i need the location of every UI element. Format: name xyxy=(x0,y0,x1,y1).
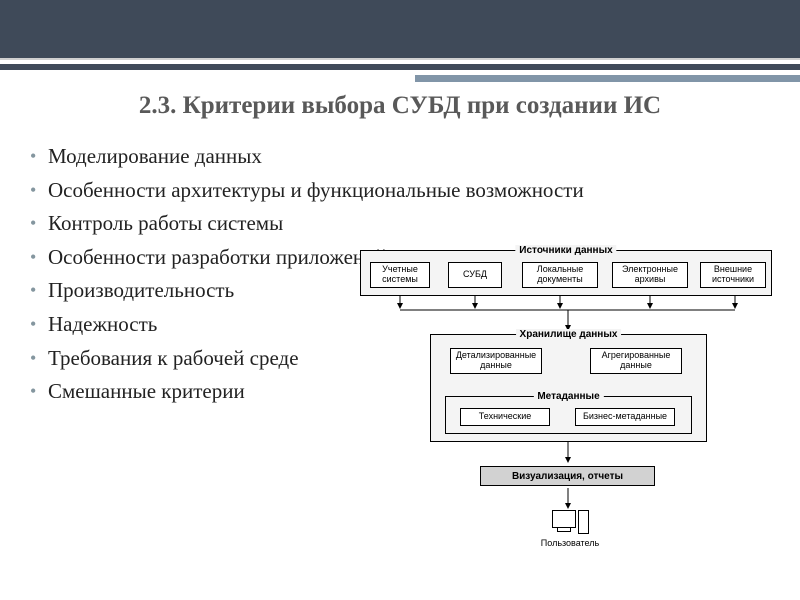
group-sources-label: Источники данных xyxy=(515,245,616,256)
bullet-item: Контроль работы системы xyxy=(30,207,770,241)
bullet-item: Особенности архитектуры и функциональные… xyxy=(30,174,770,208)
node-viz: Визуализация, отчеты xyxy=(480,466,655,486)
node-meta-biz: Бизнес-метаданные xyxy=(575,408,675,426)
node-src-3: Локальныедокументы xyxy=(522,262,598,288)
node-detail: Детализированныеданные xyxy=(450,348,542,374)
diagram: Источники данных Учетныесистемы СУБД Лок… xyxy=(350,244,780,574)
slide-title: 2.3. Критерии выбора СУБД при создании И… xyxy=(0,92,800,120)
user-label: Пользователь xyxy=(515,538,625,548)
divider-3 xyxy=(0,64,800,70)
bullet-item: Моделирование данных xyxy=(30,140,770,174)
group-warehouse-label: Хранилище данных xyxy=(516,329,622,340)
node-meta-tech: Технические xyxy=(460,408,550,426)
slide: 2.3. Критерии выбора СУБД при создании И… xyxy=(0,0,800,600)
accent-bar xyxy=(415,75,800,82)
top-band xyxy=(0,0,800,58)
computer-icon xyxy=(552,510,576,532)
node-src-5: Внешниеисточники xyxy=(700,262,766,288)
node-src-2: СУБД xyxy=(448,262,502,288)
node-src-4: Электронныеархивы xyxy=(612,262,688,288)
node-src-1: Учетныесистемы xyxy=(370,262,430,288)
group-meta-label: Метаданные xyxy=(533,391,603,402)
node-aggr: Агрегированныеданные xyxy=(590,348,682,374)
